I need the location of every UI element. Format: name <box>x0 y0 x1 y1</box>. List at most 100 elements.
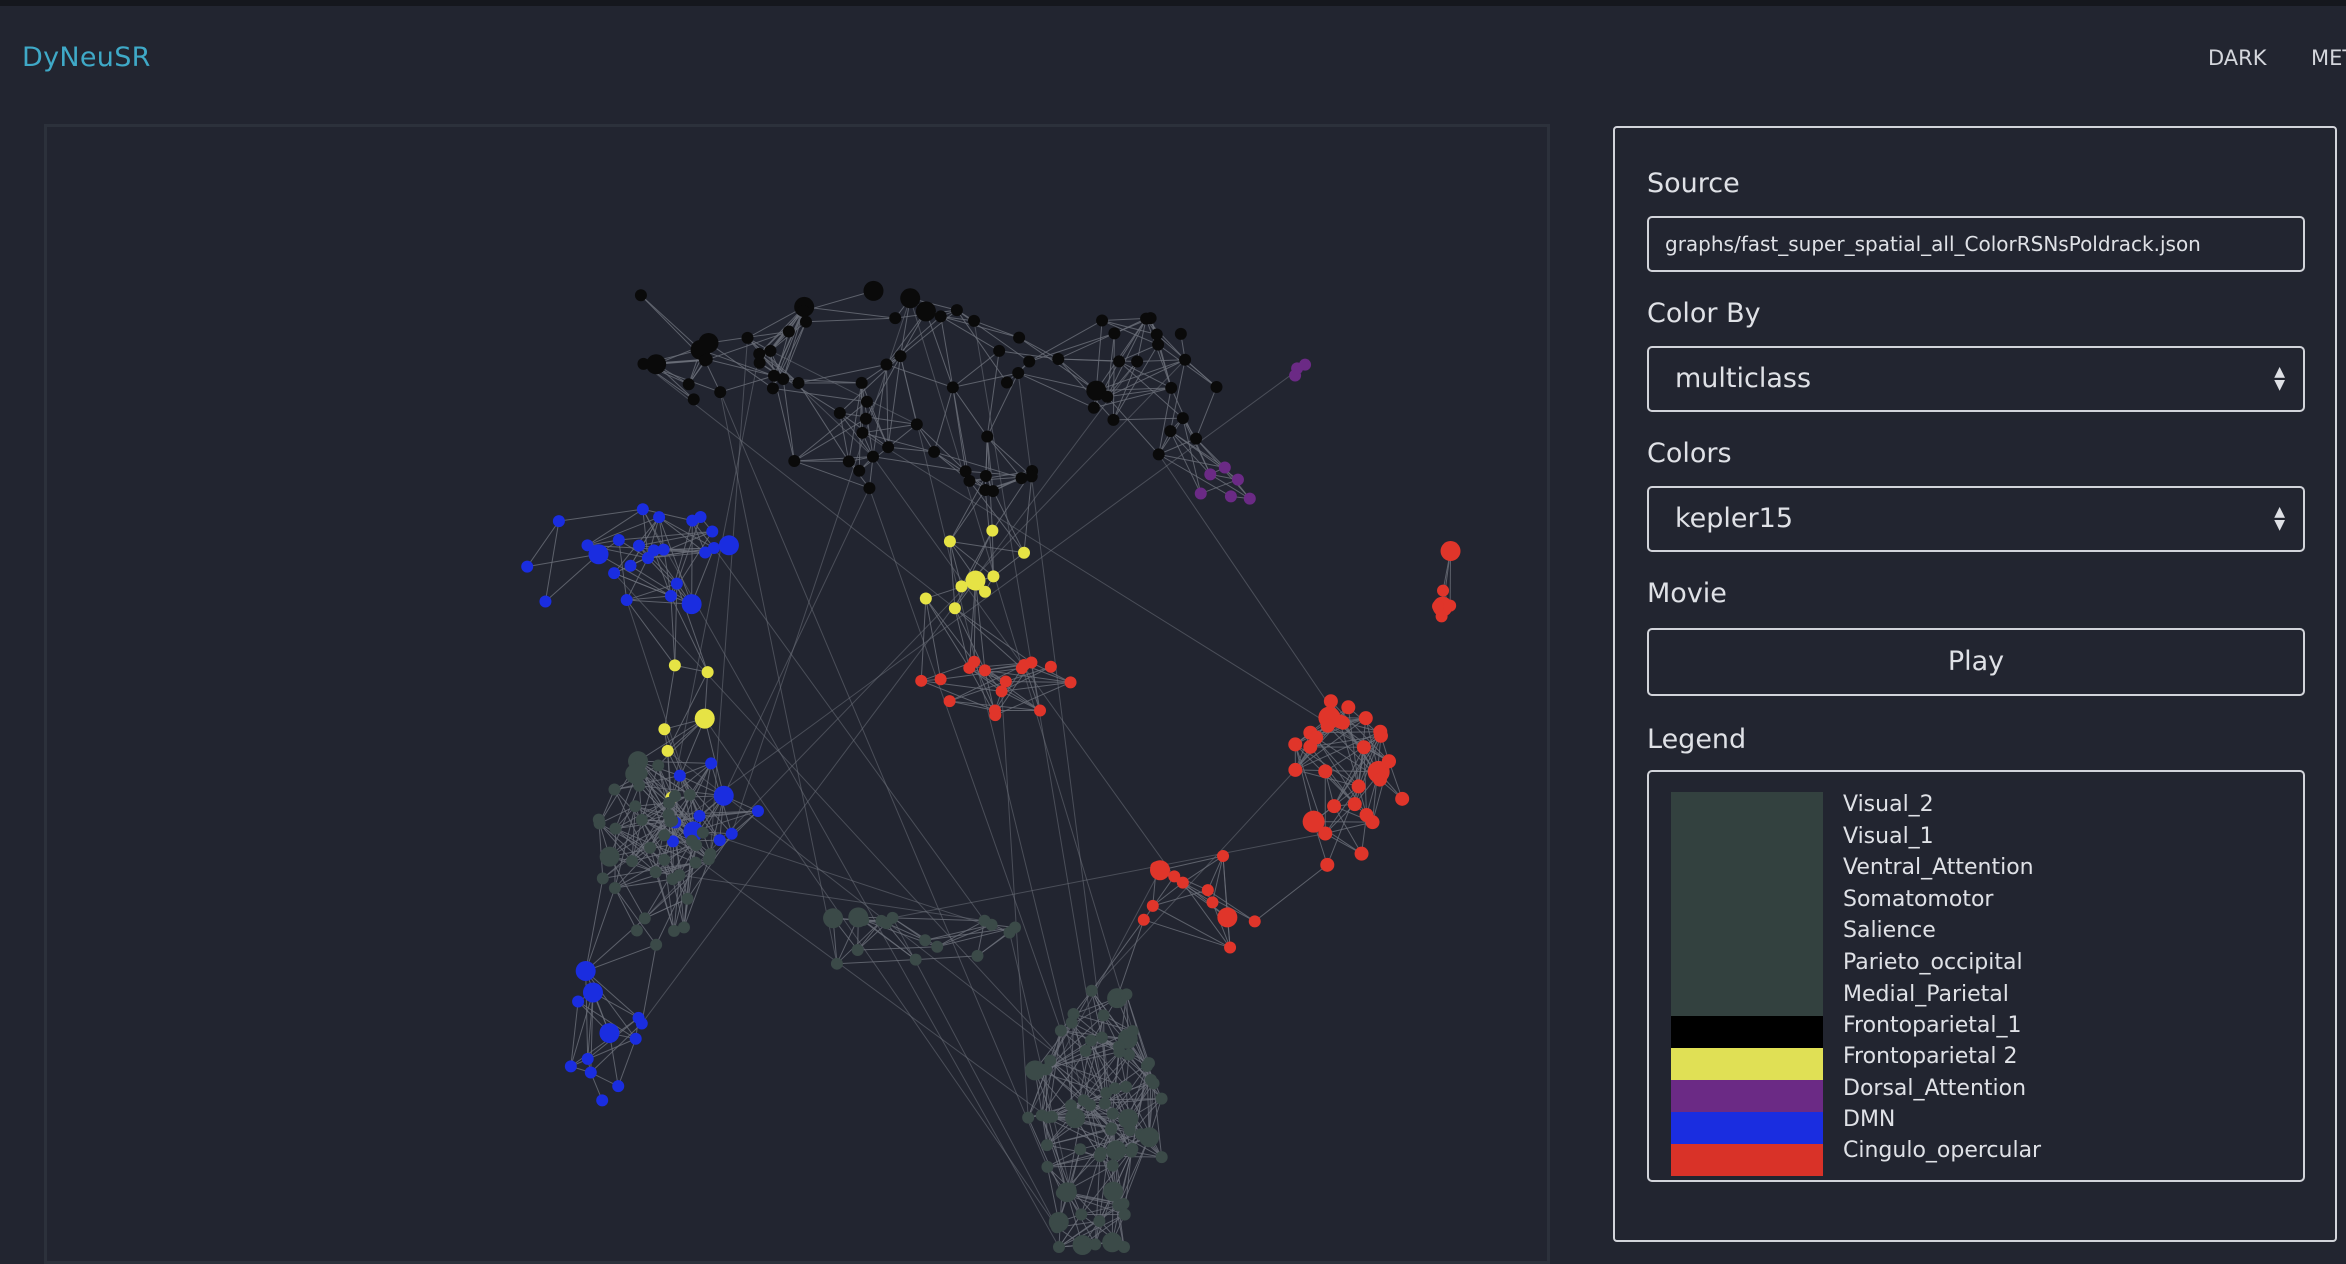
graph-node[interactable] <box>1109 1082 1121 1094</box>
graph-node[interactable] <box>1288 737 1302 751</box>
graph-node[interactable] <box>1348 797 1362 811</box>
graph-node[interactable] <box>753 348 765 360</box>
graph-node[interactable] <box>989 704 1001 716</box>
graph-node[interactable] <box>1012 367 1024 379</box>
graph-node[interactable] <box>1078 1094 1090 1106</box>
graph-node[interactable] <box>644 842 656 854</box>
graph-node[interactable] <box>714 386 726 398</box>
graph-node[interactable] <box>1152 339 1164 351</box>
graph-node[interactable] <box>931 941 943 953</box>
graph-node[interactable] <box>1055 1025 1067 1037</box>
graph-node[interactable] <box>979 484 991 496</box>
graph-node[interactable] <box>1320 858 1334 872</box>
graph-node[interactable] <box>1156 1151 1168 1163</box>
graph-node[interactable] <box>800 316 812 328</box>
graph-node[interactable] <box>965 571 985 591</box>
graph-node[interactable] <box>1093 1215 1105 1227</box>
graph-node[interactable] <box>633 540 645 552</box>
graph-node[interactable] <box>1113 355 1125 367</box>
graph-node[interactable] <box>1355 847 1369 861</box>
graph-node[interactable] <box>1359 711 1373 725</box>
graph-node[interactable] <box>986 525 998 537</box>
graph-node[interactable] <box>666 815 678 827</box>
graph-node[interactable] <box>695 709 715 729</box>
graph-node[interactable] <box>1044 1055 1056 1067</box>
graph-node[interactable] <box>553 515 565 527</box>
graph-node[interactable] <box>688 393 700 405</box>
graph-node[interactable] <box>863 482 875 494</box>
graph-node[interactable] <box>681 893 693 905</box>
graph-node[interactable] <box>719 535 739 555</box>
graph-node[interactable] <box>650 866 662 878</box>
graph-node[interactable] <box>658 854 670 866</box>
graph-node[interactable] <box>706 526 718 538</box>
graph-node[interactable] <box>699 547 711 559</box>
graph-node[interactable] <box>704 848 716 860</box>
graph-node[interactable] <box>894 350 906 362</box>
graph-node[interactable] <box>669 659 681 671</box>
graph-node[interactable] <box>1148 1077 1160 1089</box>
graph-node[interactable] <box>613 534 625 546</box>
graph-node[interactable] <box>1009 921 1021 933</box>
graph-node[interactable] <box>944 535 956 547</box>
graph-node[interactable] <box>1309 731 1323 745</box>
graph-node[interactable] <box>1107 1160 1119 1172</box>
graph-node[interactable] <box>1190 433 1202 445</box>
graph-node[interactable] <box>683 378 695 390</box>
graph-node[interactable] <box>1202 884 1214 896</box>
graph-node[interactable] <box>639 912 651 924</box>
graph-node[interactable] <box>608 567 620 579</box>
graph-node[interactable] <box>764 345 776 357</box>
graph-node[interactable] <box>911 418 923 430</box>
graph-node[interactable] <box>1195 488 1207 500</box>
graph-node[interactable] <box>834 407 846 419</box>
graph-node[interactable] <box>693 810 705 822</box>
graph-node[interactable] <box>1441 541 1461 561</box>
graph-node[interactable] <box>652 759 664 771</box>
graph-node[interactable] <box>726 828 738 840</box>
graph-node[interactable] <box>935 310 947 322</box>
graph-node[interactable] <box>1022 1112 1034 1124</box>
graph-node[interactable] <box>1117 1198 1129 1210</box>
graph-node[interactable] <box>1324 694 1338 708</box>
graph-node[interactable] <box>797 305 809 317</box>
graph-node[interactable] <box>1067 1108 1079 1120</box>
graph-node[interactable] <box>1147 900 1159 912</box>
graph-node[interactable] <box>1098 1009 1110 1021</box>
graph-node[interactable] <box>900 288 920 308</box>
graph-node[interactable] <box>882 441 894 453</box>
graph-node[interactable] <box>697 827 709 839</box>
graph-node[interactable] <box>1232 474 1244 486</box>
graph-node[interactable] <box>1217 907 1237 927</box>
graph-node[interactable] <box>1165 382 1177 394</box>
graph-node[interactable] <box>831 958 843 970</box>
graph-node[interactable] <box>980 470 992 482</box>
graph-node[interactable] <box>1088 402 1100 414</box>
graph-node[interactable] <box>1164 425 1176 437</box>
graph-node[interactable] <box>1143 1057 1155 1069</box>
graph-node[interactable] <box>636 814 648 826</box>
graph-node[interactable] <box>682 594 702 614</box>
graph-node[interactable] <box>1244 493 1256 505</box>
graph-node[interactable] <box>1094 1150 1106 1162</box>
graph-node[interactable] <box>637 503 649 515</box>
graph-node[interactable] <box>910 954 922 966</box>
graph-node[interactable] <box>968 315 980 327</box>
graph-node[interactable] <box>1177 412 1189 424</box>
graph-node[interactable] <box>1432 600 1444 612</box>
graph-node[interactable] <box>1224 942 1236 954</box>
graph-node[interactable] <box>889 312 901 324</box>
graph-node[interactable] <box>1303 811 1325 833</box>
graph-node[interactable] <box>951 304 963 316</box>
graph-node[interactable] <box>963 475 975 487</box>
graph-node[interactable] <box>1046 1111 1058 1123</box>
nav-dark[interactable]: DARK <box>2208 46 2267 70</box>
graph-node[interactable] <box>1151 328 1163 340</box>
graph-node[interactable] <box>1041 1139 1053 1151</box>
graph-node[interactable] <box>1357 740 1371 754</box>
graph-node[interactable] <box>576 961 596 981</box>
graph-node[interactable] <box>667 873 679 885</box>
graph-node[interactable] <box>752 805 764 817</box>
graph-node[interactable] <box>1219 462 1231 474</box>
graph-node[interactable] <box>852 944 864 956</box>
